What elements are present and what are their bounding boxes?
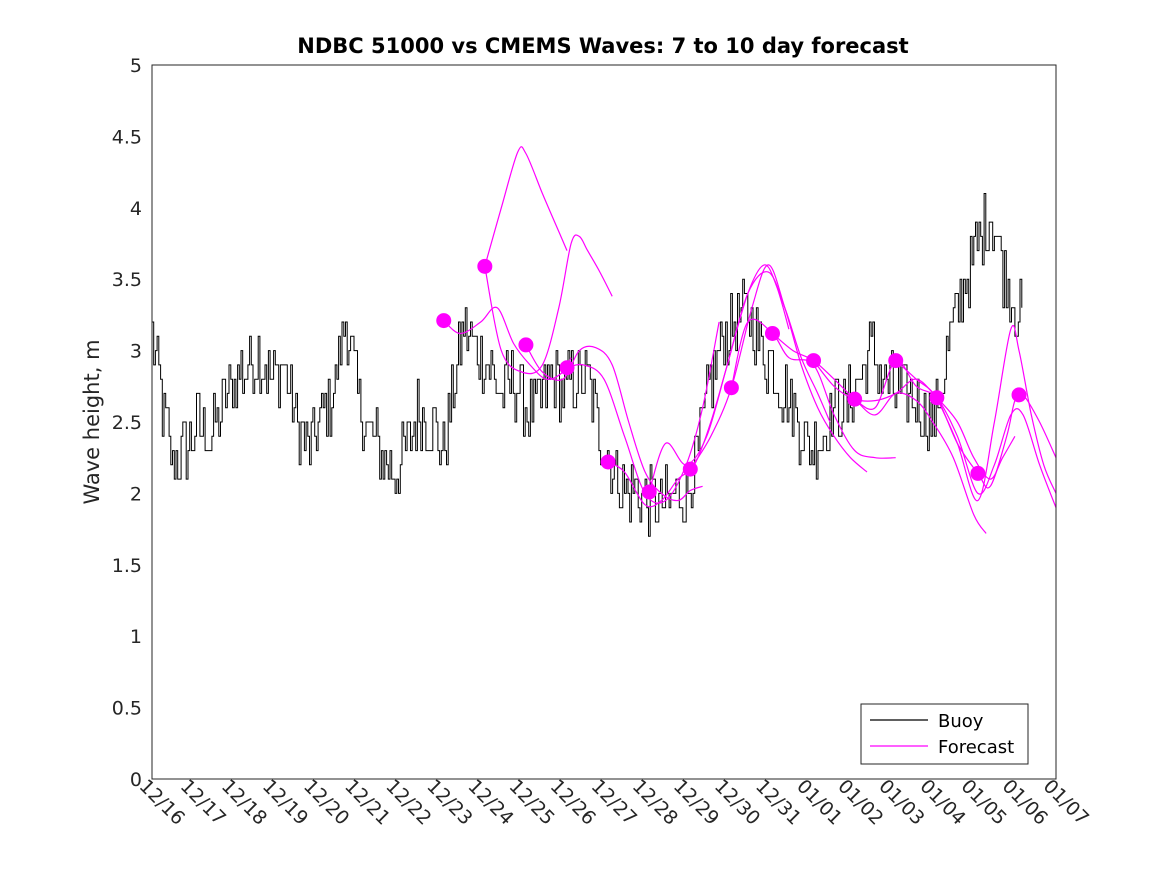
buoy-layer [152, 193, 1023, 537]
forecast-point [929, 390, 945, 406]
plot-border [151, 64, 1057, 780]
forecast-point [888, 353, 904, 369]
forecast-point [600, 454, 616, 470]
y-tick-label: 0.5 [112, 698, 142, 720]
x-tick-label: 12/29 [669, 775, 723, 829]
forecast-point [847, 391, 863, 407]
forecast-point [806, 353, 822, 369]
x-tick-label: 12/23 [422, 775, 476, 829]
x-tick-label: 01/05 [957, 775, 1011, 829]
legend-box [860, 703, 1029, 765]
forecast-point [1011, 387, 1027, 403]
x-tick-label: 12/27 [587, 775, 641, 829]
x-tick-label: 12/28 [628, 775, 682, 829]
forecast-line-forecast-3 [484, 234, 613, 375]
x-tick-label: 12/16 [135, 775, 189, 829]
chart-title: NDBC 51000 vs CMEMS Waves: 7 to 10 day f… [297, 34, 908, 58]
y-tick-label: 4 [130, 198, 142, 220]
forecast-point [477, 258, 493, 274]
legend: Buoy Forecast [860, 703, 1029, 765]
y-tick-label: 5 [130, 55, 142, 77]
y-tick-label: 2 [130, 483, 142, 505]
forecast-point [682, 461, 698, 477]
legend-buoy-label: Buoy [938, 711, 984, 732]
forecast-line-forecast-14 [936, 324, 1057, 502]
legend-forecast-label: Forecast [938, 737, 1014, 758]
forecast-line-forecast-7 [648, 271, 831, 493]
x-tick-label: 12/17 [176, 775, 230, 829]
y-tick-label: 0 [130, 769, 142, 791]
x-tick-label: 01/01 [792, 775, 846, 829]
x-tick-label: 01/07 [1039, 775, 1093, 829]
x-tick-label: 01/03 [874, 775, 928, 829]
x-tick-label: 12/26 [546, 775, 600, 829]
forecast-line-forecast-2 [484, 146, 568, 267]
x-tick-label: 12/25 [505, 775, 559, 829]
forecast-point [559, 360, 575, 376]
y-tick-label: 3.5 [112, 269, 142, 291]
x-tick-label: 12/24 [463, 775, 517, 829]
forecast-point [641, 484, 657, 500]
forecast-point [518, 337, 534, 353]
forecast-point [436, 313, 452, 329]
forecast-point [764, 325, 780, 341]
forecast-point [723, 380, 739, 396]
x-tick-label: 12/21 [340, 775, 394, 829]
forecast-line-forecast-1 [443, 306, 572, 380]
plot-area [151, 64, 1057, 780]
y-tick-label: 3 [130, 341, 142, 363]
y-axis-label: Wave height, m [80, 339, 104, 504]
x-tick-label: 12/20 [299, 775, 353, 829]
forecast-point-layer [436, 258, 1027, 500]
x-tick-label: 01/02 [833, 775, 887, 829]
buoy-line [152, 193, 1023, 537]
y-tick-label: 2.5 [112, 412, 142, 434]
x-tick-label: 12/18 [217, 775, 271, 829]
y-tick-label: 4.5 [112, 126, 142, 148]
y-tick-label: 1.5 [112, 555, 142, 577]
x-tick-label: 01/06 [998, 775, 1052, 829]
y-tick-label: 1 [130, 626, 142, 648]
x-tick-label: 12/31 [751, 775, 805, 829]
x-tick-label: 12/30 [710, 775, 764, 829]
x-tick-label: 12/22 [381, 775, 435, 829]
forecast-line-forecast-4 [525, 344, 703, 502]
x-tick-label: 01/04 [915, 775, 969, 829]
forecast-line-forecast-8 [689, 264, 868, 473]
forecast-line-forecast-13 [895, 360, 1057, 489]
forecast-point [970, 465, 986, 481]
x-tick-label: 12/19 [258, 775, 312, 829]
